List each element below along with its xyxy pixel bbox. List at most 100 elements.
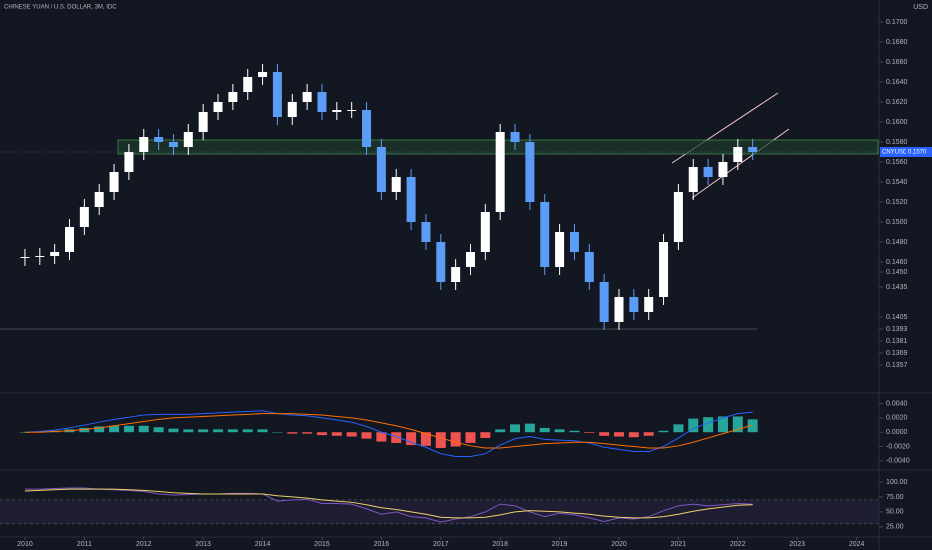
x-tick-label: 2023 <box>789 541 805 548</box>
candle-body <box>510 132 520 142</box>
histogram-bar <box>406 432 417 446</box>
histogram-bar <box>316 432 327 436</box>
y-tick-label: 0.1500 <box>886 219 908 226</box>
histogram-bar <box>376 432 387 442</box>
candle-body <box>391 177 401 192</box>
price-box <box>906 147 932 157</box>
candle-body <box>228 92 238 102</box>
candle-body <box>599 282 609 322</box>
y-tick-label: 50.00 <box>886 509 904 516</box>
candle-body <box>65 227 75 252</box>
band <box>0 499 878 524</box>
candle-body <box>569 232 579 252</box>
histogram-bar <box>510 424 521 433</box>
y-tick-label: 0.1580 <box>886 139 908 146</box>
y-tick-label: 0.1600 <box>886 119 908 126</box>
y-tick-label: 25.00 <box>886 524 904 531</box>
histogram-bar <box>539 427 550 433</box>
candle-body <box>376 147 386 192</box>
histogram-bar <box>658 430 669 433</box>
candle-body <box>198 112 208 132</box>
histogram-bar <box>569 430 580 433</box>
candle-body <box>451 267 461 282</box>
histogram-bar <box>94 426 105 433</box>
histogram-bar <box>688 418 699 433</box>
histogram-bar <box>242 429 253 433</box>
histogram-bar <box>79 427 90 433</box>
histogram-bar <box>153 427 164 433</box>
candle-body <box>94 192 104 207</box>
candle-body <box>332 110 342 112</box>
y-tick-label: 0.0020 <box>886 415 908 422</box>
y-tick-label: 0.1435 <box>886 284 908 291</box>
candle-body <box>421 222 431 242</box>
y-tick-label: 0.1369 <box>886 350 908 357</box>
candle-body <box>748 147 758 152</box>
y-tick-label: 0.1393 <box>886 326 908 333</box>
histogram-bar <box>465 432 476 443</box>
candle-body <box>258 72 268 77</box>
y-tick-label: 0.1480 <box>886 239 908 246</box>
symbol-box <box>880 147 906 157</box>
indicator-line <box>24 410 753 458</box>
candle-body <box>287 102 297 117</box>
x-tick-label: 2015 <box>314 541 330 548</box>
candle-body <box>139 137 149 152</box>
y-tick-label: -0.0040 <box>886 458 910 465</box>
histogram-bar <box>287 432 298 434</box>
candle-body <box>703 167 713 177</box>
x-tick-label: 2017 <box>433 541 449 548</box>
histogram-bar <box>109 425 120 433</box>
candle-body <box>183 132 193 147</box>
candle-body <box>20 257 30 258</box>
y-tick-label: 0.1660 <box>886 59 908 66</box>
y-tick-label: 0.1560 <box>886 159 908 166</box>
histogram-bar <box>643 432 654 436</box>
indicator-line <box>24 413 753 449</box>
y-tick-label: 0.1520 <box>886 199 908 206</box>
y-tick-label: 0.1620 <box>886 99 908 106</box>
histogram-bar <box>613 432 624 437</box>
histogram-bar <box>599 432 610 436</box>
x-tick-label: 2011 <box>77 541 92 548</box>
histogram-bar <box>435 432 446 448</box>
x-tick-label: 2012 <box>136 541 152 548</box>
y-tick-label: 0.1357 <box>886 362 908 369</box>
candle-body <box>733 147 743 162</box>
y-tick-label: 0.0040 <box>886 400 908 407</box>
histogram-bar <box>361 432 372 439</box>
candle-body <box>495 132 505 212</box>
histogram-bar <box>138 425 149 433</box>
x-tick-label: 2018 <box>492 541 508 548</box>
x-tick-label: 2010 <box>17 541 33 548</box>
chart-title: CHINESE YUAN / U.S. DOLLAR, 3M, IDC <box>4 5 117 11</box>
histogram-bar <box>198 429 209 433</box>
candle-body <box>35 256 45 257</box>
y-tick-label: 0.1450 <box>886 269 908 276</box>
histogram-bar <box>450 432 461 447</box>
indicator-line <box>24 488 753 519</box>
candle-body <box>673 192 683 242</box>
candle-body <box>213 102 223 112</box>
y-tick-label: -0.0020 <box>886 443 910 450</box>
histogram-bar <box>168 428 179 433</box>
histogram-bar <box>747 419 758 433</box>
y-tick-label: 0.1640 <box>886 79 908 86</box>
histogram-bar <box>183 429 194 433</box>
candle-body <box>465 252 475 267</box>
histogram-bar <box>272 432 283 433</box>
histogram-bar <box>717 416 728 433</box>
candle-body <box>436 242 446 282</box>
x-tick-label: 2013 <box>195 541 211 548</box>
histogram-bar <box>257 429 268 433</box>
x-tick-label: 2016 <box>374 541 390 548</box>
candle-body <box>168 142 178 147</box>
candle-body <box>555 232 565 267</box>
histogram-bar <box>524 423 535 433</box>
x-tick-label: 2014 <box>255 541 271 548</box>
candle-body <box>272 72 282 117</box>
histogram-bar <box>495 429 506 433</box>
histogram-bar <box>227 429 238 433</box>
